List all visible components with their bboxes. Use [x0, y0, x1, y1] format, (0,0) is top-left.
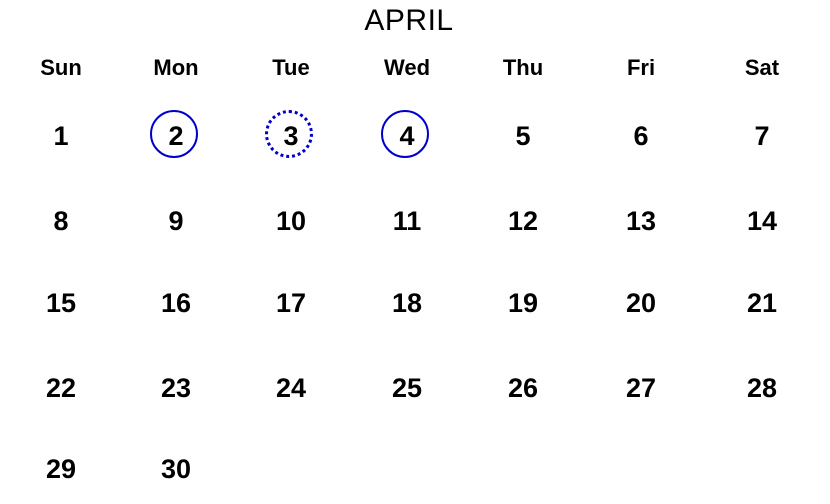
day-number: 16: [160, 288, 192, 318]
day-cell[interactable]: 16: [136, 282, 216, 324]
weekday-label: Mon: [153, 55, 199, 80]
day-cell[interactable]: 4: [367, 110, 447, 158]
day-number: 25: [391, 373, 423, 403]
weekday-label: Tue: [272, 55, 310, 80]
day-number: 23: [160, 373, 192, 403]
weekday-label: Fri: [626, 55, 656, 80]
day-cell[interactable]: 11: [367, 200, 447, 242]
day-cell[interactable]: 22: [21, 367, 101, 409]
day-number: 15: [45, 288, 77, 318]
weekday-label: Thu: [502, 55, 544, 80]
day-number: 9: [168, 206, 184, 236]
day-number: 12: [507, 206, 539, 236]
day-number: 19: [507, 288, 539, 318]
day-number: 26: [507, 373, 539, 403]
weekday-label: Sat: [744, 55, 780, 80]
day-cell[interactable]: 29: [21, 448, 101, 490]
day-number: 20: [625, 288, 657, 318]
day-number: 22: [45, 373, 77, 403]
day-number: 10: [275, 206, 307, 236]
day-number: 30: [160, 454, 192, 484]
day-cell[interactable]: 8: [21, 200, 101, 242]
day-cell[interactable]: 28: [722, 367, 802, 409]
day-number: 4: [399, 121, 415, 151]
day-number: 24: [275, 373, 307, 403]
week-row: 15 16 17 18 19 20 21: [0, 282, 830, 322]
day-cell[interactable]: 26: [483, 367, 563, 409]
day-cell[interactable]: 20: [601, 282, 681, 324]
day-cell[interactable]: 3: [251, 110, 331, 158]
day-number: 28: [746, 373, 778, 403]
day-cell[interactable]: 15: [21, 282, 101, 324]
day-cell[interactable]: 18: [367, 282, 447, 324]
day-cell[interactable]: 9: [136, 200, 216, 242]
day-cell[interactable]: 14: [722, 200, 802, 242]
day-cell[interactable]: 13: [601, 200, 681, 242]
month-title: APRIL: [364, 4, 454, 37]
weekday-label: Wed: [383, 55, 431, 80]
day-number: 2: [168, 121, 184, 151]
day-cell[interactable]: 27: [601, 367, 681, 409]
day-number: 13: [625, 206, 657, 236]
day-number: 7: [754, 121, 770, 151]
day-cell[interactable]: 23: [136, 367, 216, 409]
day-cell[interactable]: 10: [251, 200, 331, 242]
day-cell[interactable]: 21: [722, 282, 802, 324]
day-number: 8: [53, 206, 69, 236]
day-cell[interactable]: 17: [251, 282, 331, 324]
day-number: 17: [275, 288, 307, 318]
day-cell[interactable]: 2: [136, 110, 216, 158]
week-row: 29 30: [0, 448, 830, 488]
day-cell[interactable]: 24: [251, 367, 331, 409]
day-cell[interactable]: 7: [722, 115, 802, 157]
day-cell[interactable]: 12: [483, 200, 563, 242]
day-number: 6: [633, 121, 649, 151]
day-cell[interactable]: 30: [136, 448, 216, 490]
day-cell[interactable]: 19: [483, 282, 563, 324]
day-cell[interactable]: 6: [601, 115, 681, 157]
day-number: 27: [625, 373, 657, 403]
week-row: 8 9 10 11 12 13 14: [0, 200, 830, 240]
day-number: 29: [45, 454, 77, 484]
day-number: 18: [391, 288, 423, 318]
day-number: 3: [283, 121, 299, 151]
week-row: 1 2 3 4 5 6 7: [0, 110, 830, 158]
day-number: 11: [392, 206, 422, 236]
day-cell[interactable]: 25: [367, 367, 447, 409]
week-row: 22 23 24 25 26 27 28: [0, 367, 830, 407]
day-number: 5: [515, 121, 531, 151]
weekday-label: Sun: [40, 55, 82, 80]
day-cell[interactable]: 1: [21, 115, 101, 157]
day-number: 1: [53, 121, 69, 151]
weekday-header-row: Sun Mon Tue Wed Thu Fri Sat: [0, 48, 830, 88]
day-number: 21: [746, 288, 778, 318]
day-cell[interactable]: 5: [483, 115, 563, 157]
day-number: 14: [746, 206, 778, 236]
